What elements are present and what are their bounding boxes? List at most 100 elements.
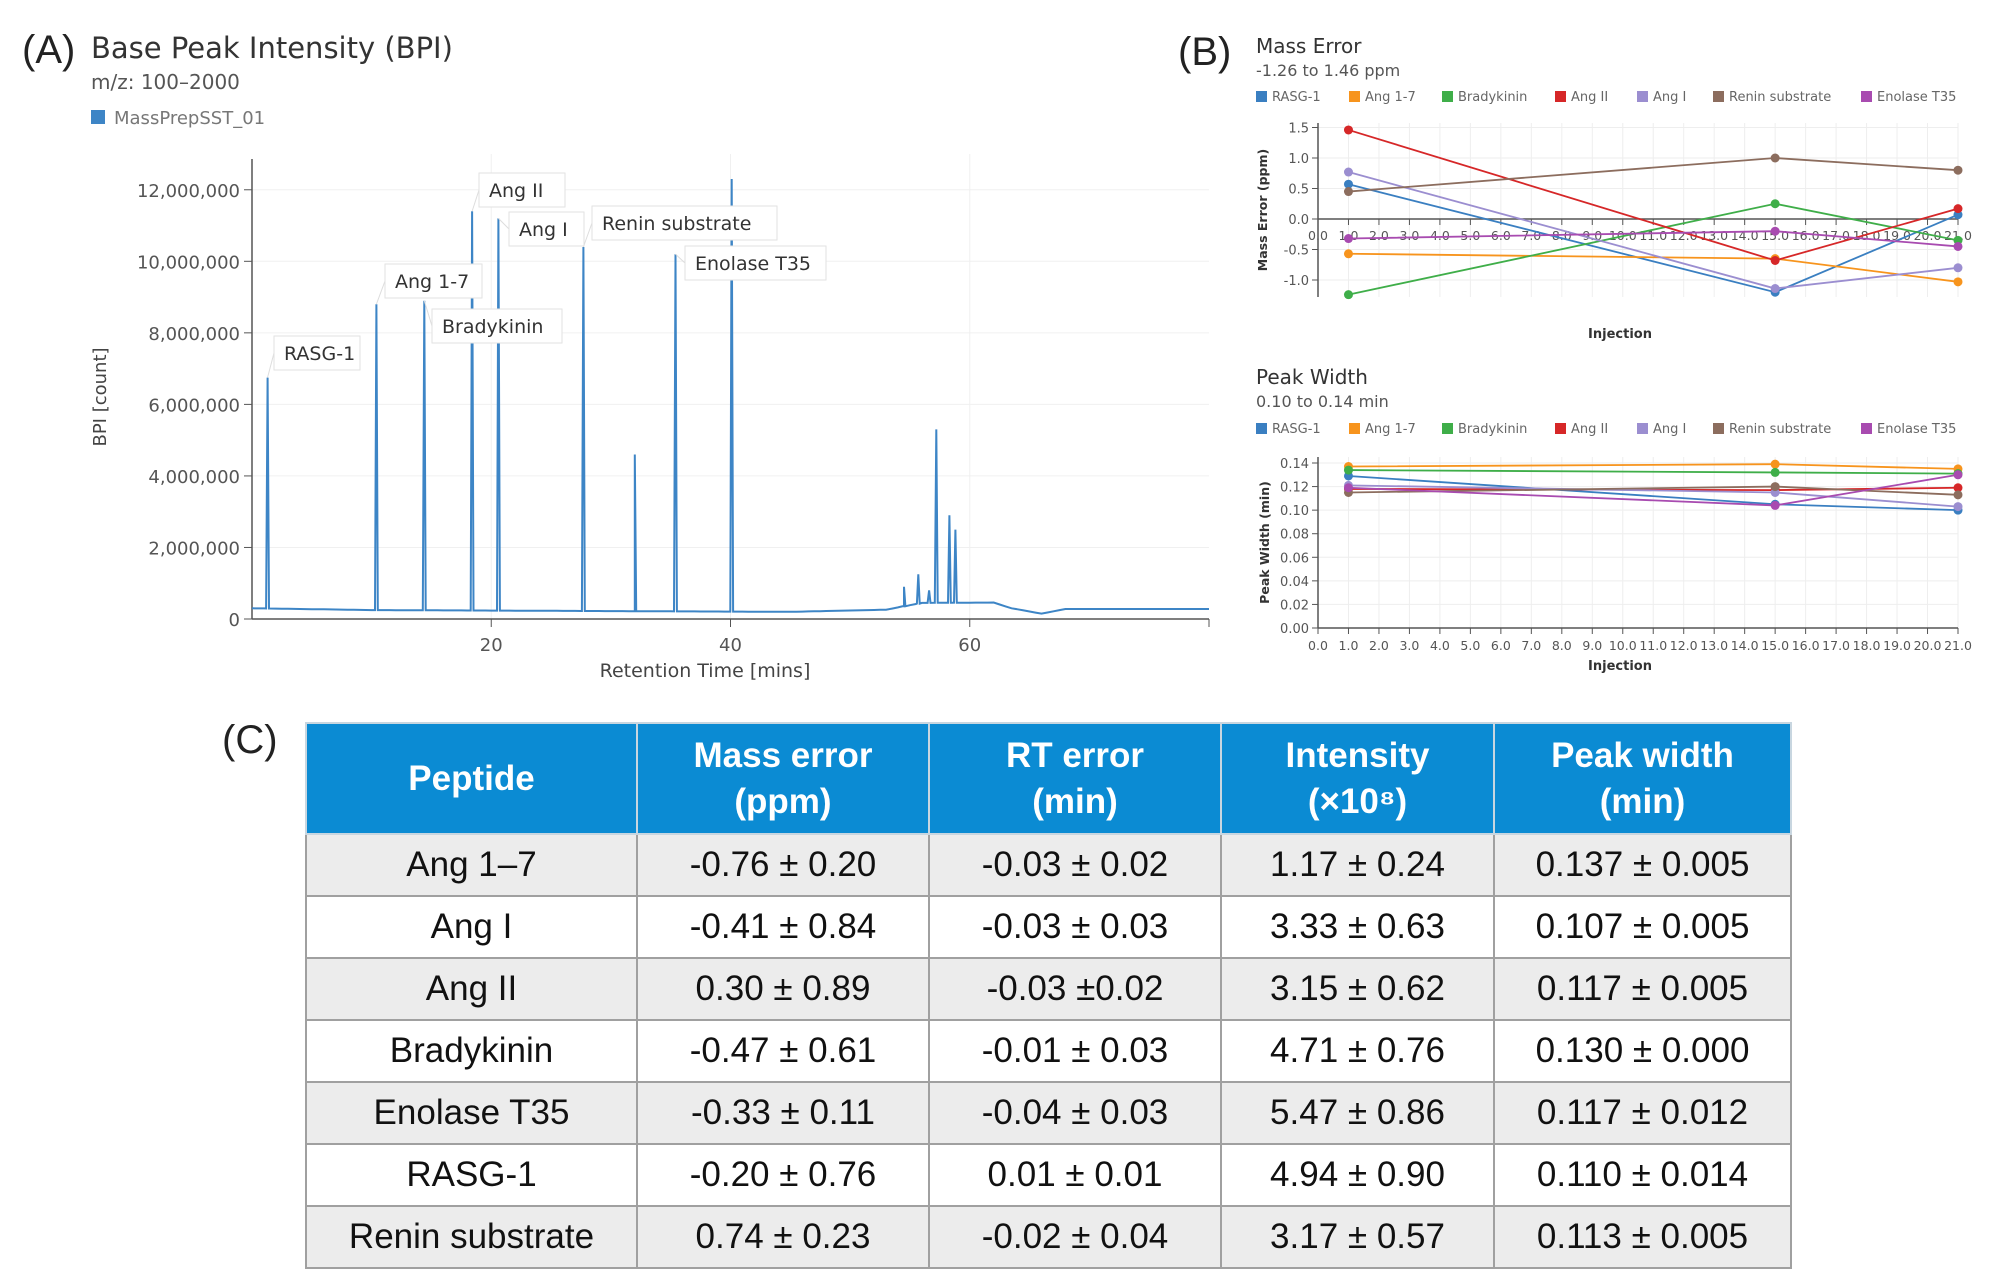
column-header-line: Peak width: [1551, 735, 1734, 775]
x-tick-label: 11.0: [1639, 638, 1667, 653]
x-tick-label: 13.0: [1700, 228, 1728, 243]
data-point: [1770, 459, 1780, 469]
table-cell: 0.01 ± 0.01: [928, 1143, 1222, 1207]
legend-swatch: [1555, 423, 1566, 434]
legend-label: Enolase T35: [1877, 90, 1956, 105]
table-cell: -0.03 ± 0.03: [928, 895, 1222, 959]
y-tick-label: 8,000,000: [148, 324, 240, 345]
x-tick-label: 18.0: [1853, 228, 1881, 243]
y-tick-label: 0.06: [1280, 551, 1309, 566]
table-cell: 3.15 ± 0.62: [1220, 957, 1495, 1021]
y-axis-label: Mass Error (ppm): [1255, 149, 1270, 271]
peak-label-box: [384, 263, 483, 299]
data-point: [1343, 167, 1353, 177]
table-cell: 0.117 ± 0.012: [1493, 1081, 1792, 1145]
y-tick-label: 0.02: [1280, 598, 1309, 613]
table-cell: 4.71 ± 0.76: [1220, 1019, 1495, 1083]
x-tick-label: 18.0: [1853, 638, 1881, 653]
column-header-line: (min): [1599, 781, 1686, 821]
table-header-row: Peptide Mass error (ppm) RT error (min) Inten…: [305, 722, 1792, 835]
legend-swatch: [91, 110, 105, 124]
table-cell: 0.30 ± 0.89: [636, 957, 930, 1021]
table-cell: 3.17 ± 0.57: [1220, 1205, 1495, 1269]
panel-label-b: (B): [1178, 30, 1232, 74]
table-cell: -0.76 ± 0.20: [636, 833, 930, 897]
column-header-line: Mass error: [693, 735, 873, 775]
x-tick-label: 21.0: [1944, 638, 1972, 653]
x-tick-label: 6.0: [1491, 638, 1511, 653]
column-header-line: (ppm): [734, 781, 832, 821]
legend-label: Ang II: [1571, 90, 1608, 105]
x-tick-label: 15.0: [1761, 638, 1789, 653]
table-cell: 0.110 ± 0.014: [1493, 1143, 1792, 1207]
data-point: [1343, 125, 1353, 135]
x-tick-label: 2.0: [1369, 228, 1389, 243]
data-point: [1770, 500, 1780, 510]
column-header: RT error (min): [928, 722, 1222, 835]
x-axis-label: Injection: [1588, 659, 1652, 674]
x-tick-label: 19.0: [1883, 228, 1911, 243]
legend-swatch: [1637, 423, 1648, 434]
peak-label-leader: [375, 280, 386, 305]
data-point: [1343, 187, 1353, 197]
y-tick-label: -1.0: [1284, 274, 1309, 289]
peak-label: Renin substrate: [602, 213, 751, 235]
table-cell: 0.107 ± 0.005: [1493, 895, 1792, 959]
peak-label-box: [273, 335, 361, 371]
peak-label: Ang I: [519, 219, 568, 241]
column-header-line: Intensity: [1285, 735, 1430, 775]
table-cell: Ang 1–7: [305, 833, 638, 897]
y-tick-label: -0.5: [1284, 244, 1309, 259]
data-point: [1770, 467, 1780, 477]
x-tick-label: 4.0: [1430, 638, 1450, 653]
table-cell: -0.02 ± 0.04: [928, 1205, 1222, 1269]
table-cell: -0.20 ± 0.76: [636, 1143, 930, 1207]
table-cell: Enolase T35: [305, 1081, 638, 1145]
table-cell: RASG-1: [305, 1143, 638, 1207]
x-tick-label: 13.0: [1700, 638, 1728, 653]
y-tick-label: 4,000,000: [148, 467, 240, 488]
data-point: [1770, 199, 1780, 209]
x-tick-label: 0.0: [1308, 638, 1328, 653]
x-tick-label: 3.0: [1399, 228, 1419, 243]
legend-label: Renin substrate: [1729, 90, 1831, 105]
legend-label: Enolase T35: [1877, 422, 1956, 437]
peptide-summary-table: Peptide Mass error (ppm) RT error (min) Inten…: [305, 722, 1792, 1269]
data-point: [1953, 502, 1963, 512]
table-row: Ang II 0.30 ± 0.89 -0.03 ±0.02 3.15 ± 0.62 0…: [305, 957, 1792, 1021]
data-point: [1770, 226, 1780, 236]
x-tick-label: 20: [480, 635, 503, 656]
table-cell: -0.03 ±0.02: [928, 957, 1222, 1021]
x-tick-label: 3.0: [1399, 638, 1419, 653]
data-point: [1953, 470, 1963, 480]
x-tick-label: 60: [958, 635, 981, 656]
peak-label-leader: [582, 222, 593, 248]
peak-label: Enolase T35: [695, 253, 811, 275]
data-point: [1770, 153, 1780, 163]
x-tick-label: 16.0: [1792, 638, 1820, 653]
peak-label-leader: [423, 300, 433, 327]
x-tick-label: 12.0: [1670, 638, 1698, 653]
legend-swatch: [1256, 91, 1267, 102]
y-tick-label: 0.12: [1280, 481, 1309, 496]
table-cell: -0.01 ± 0.03: [928, 1019, 1222, 1083]
y-tick-label: 0.08: [1280, 528, 1309, 543]
x-tick-label: 1.0: [1339, 638, 1359, 653]
y-tick-label: 2,000,000: [148, 538, 240, 559]
legend-swatch: [1349, 91, 1360, 102]
legend-label: Bradykinin: [1458, 90, 1527, 105]
y-tick-label: 0.00: [1280, 622, 1309, 637]
y-tick-label: 0.14: [1280, 457, 1309, 472]
legend-label: Ang I: [1653, 90, 1686, 105]
x-tick-label: 20.0: [1914, 638, 1942, 653]
peak-label-leader: [471, 189, 480, 212]
peak-label-leader: [675, 253, 686, 264]
x-tick-label: 2.0: [1369, 638, 1389, 653]
table-cell: Bradykinin: [305, 1019, 638, 1083]
x-tick-label: 5.0: [1460, 228, 1480, 243]
table-cell: 1.17 ± 0.24: [1220, 833, 1495, 897]
column-header: Peak width (min): [1493, 722, 1792, 835]
table-row: Ang 1–7 -0.76 ± 0.20 -0.03 ± 0.02 1.17 ± 0.…: [305, 833, 1792, 897]
data-point: [1343, 249, 1353, 259]
y-tick-label: 1.0: [1288, 152, 1309, 167]
